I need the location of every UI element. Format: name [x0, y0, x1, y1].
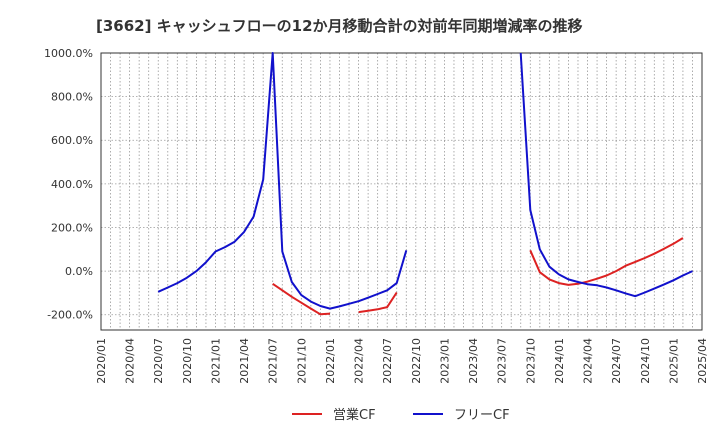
- x-tick-label: 2024/01: [553, 338, 566, 384]
- x-tick-label: 2024/10: [639, 338, 652, 384]
- series-layer: [157, 52, 693, 316]
- y-tick-label: 1000.0%: [44, 47, 93, 60]
- series-line-free-cf: [519, 52, 693, 298]
- x-tick-label: 2020/04: [124, 338, 137, 384]
- x-tick-label: 2024/04: [582, 338, 595, 384]
- x-tick-label: 2021/01: [209, 338, 222, 384]
- x-tick-label: 2021/10: [295, 338, 308, 384]
- x-tick-label: 2024/07: [610, 338, 623, 384]
- legend-label-operating-cf: 営業CF: [333, 407, 376, 423]
- x-tick-label: 2021/04: [238, 338, 251, 384]
- x-tick-label: 2022/01: [324, 338, 337, 384]
- x-tick-label: 2023/10: [524, 338, 537, 384]
- x-tick-label: 2022/10: [410, 338, 423, 384]
- legend: 営業CF フリーCF: [292, 407, 510, 423]
- series-line-operating-cf: [358, 291, 398, 314]
- y-axis: 1000.0% 800.0% 600.0% 400.0% 200.0% 0.0% -200.…: [44, 47, 93, 322]
- x-tick-label: 2023/04: [467, 338, 480, 384]
- x-axis: 2020/01 2020/04 2020/07 2020/10 2021/01 2021/…: [95, 338, 709, 384]
- series-line-operating-cf: [272, 282, 331, 316]
- y-tick-label: -200.0%: [47, 309, 93, 322]
- x-tick-label: 2023/01: [438, 338, 451, 384]
- x-tick-label: 2023/07: [496, 338, 509, 384]
- y-tick-label: 400.0%: [51, 178, 93, 191]
- x-tick-label: 2022/04: [353, 338, 366, 384]
- legend-label-free-cf: フリーCF: [454, 408, 510, 423]
- chart-title: [3662] キャッシュフローの12か月移動合計の対前年同期増減率の推移: [96, 17, 583, 35]
- x-tick-label: 2020/01: [95, 338, 108, 384]
- x-tick-label: 2025/01: [667, 338, 680, 384]
- x-tick-label: 2025/04: [696, 338, 709, 384]
- y-tick-label: 800.0%: [51, 91, 93, 104]
- y-tick-label: 0.0%: [65, 265, 93, 278]
- y-tick-label: 200.0%: [51, 221, 93, 234]
- grid-layer: [100, 52, 703, 330]
- x-tick-label: 2021/07: [267, 338, 280, 384]
- y-tick-label: 600.0%: [51, 134, 93, 147]
- series-line-operating-cf: [529, 237, 684, 286]
- plot-area: [100, 52, 703, 331]
- x-tick-label: 2020/07: [152, 338, 165, 384]
- x-tick-label: 2020/10: [181, 338, 194, 384]
- x-tick-label: 2022/07: [381, 338, 394, 384]
- series-line-free-cf: [157, 52, 408, 310]
